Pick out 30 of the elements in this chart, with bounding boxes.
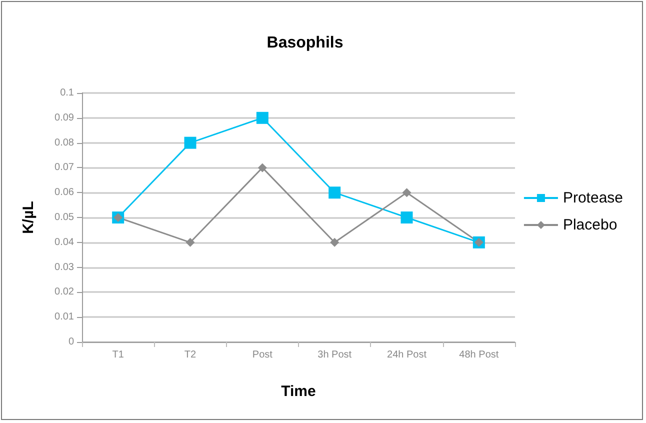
point [258, 163, 267, 172]
legend-label: Placebo [562, 216, 618, 234]
legend-label: Protease [562, 190, 624, 206]
point [184, 136, 196, 149]
x-tick-label: T1 [112, 350, 124, 360]
point [328, 186, 341, 199]
x-tick-label: 24h Post [387, 350, 427, 360]
chart-title: Basophils [266, 34, 344, 52]
point [400, 212, 413, 224]
y-tick-label: 0.04 [54, 236, 74, 248]
y-axis-title: K/µL [20, 201, 37, 234]
point [186, 238, 195, 247]
x-tick-label: T2 [184, 350, 197, 360]
y-tick-label: 0.08 [54, 137, 74, 148]
y-tick-label: 0.03 [54, 262, 74, 273]
y-tick-label: 0.05 [54, 212, 74, 223]
point [402, 188, 412, 198]
y-tick-label: 0.02 [54, 286, 74, 298]
x-axis-title: Time [281, 383, 316, 400]
y-tick-label: 0.09 [54, 112, 74, 124]
x-tick-label: 3h Post [318, 350, 352, 360]
y-tick-label: 0 [68, 336, 74, 348]
x-tick-label: 48h Post [459, 350, 499, 360]
x-tick-label: Post [252, 350, 273, 360]
y-tick-label: 0.01 [54, 312, 74, 323]
point [256, 112, 268, 124]
point [330, 238, 340, 247]
y-tick-label: 0.06 [54, 187, 74, 198]
y-tick-label: 0.1 [60, 88, 74, 98]
y-tick-label: 0.07 [54, 162, 74, 174]
